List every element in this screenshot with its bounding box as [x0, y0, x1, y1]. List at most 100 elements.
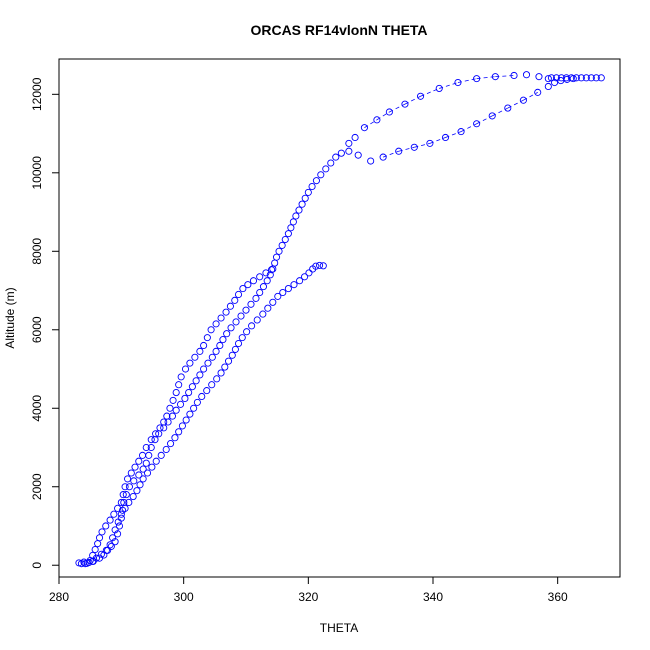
data-point: [304, 188, 312, 196]
data-point: [354, 151, 362, 159]
data-point: [379, 153, 387, 161]
data-point: [592, 74, 600, 82]
series-connector: [429, 137, 446, 144]
data-point: [296, 277, 304, 285]
data-point: [238, 334, 246, 342]
data-point: [351, 133, 359, 142]
data-point: [139, 475, 147, 483]
data-point: [131, 463, 139, 471]
data-point: [305, 269, 313, 277]
data-point: [289, 218, 297, 226]
data-point: [562, 74, 570, 82]
data-point: [577, 74, 585, 82]
data-point: [117, 510, 125, 518]
data-point: [157, 451, 165, 459]
data-point: [385, 108, 393, 116]
data-point: [185, 389, 193, 397]
data-point: [107, 542, 115, 550]
data-point: [582, 74, 590, 82]
data-point: [473, 75, 481, 83]
data-point: [198, 392, 206, 401]
series-connector: [414, 142, 430, 148]
data-point: [219, 336, 227, 344]
data-point: [136, 481, 144, 489]
data-point: [164, 418, 172, 426]
data-point: [155, 430, 163, 438]
series-connector: [476, 115, 493, 125]
data-point: [416, 92, 425, 100]
data-point: [274, 292, 282, 300]
data-point: [308, 182, 316, 191]
data-point: [196, 371, 204, 379]
data-point: [181, 365, 190, 373]
data-point: [208, 353, 216, 361]
data-point: [322, 165, 330, 173]
y-tick-label: 12000: [30, 77, 44, 111]
data-point: [111, 526, 119, 534]
data-point: [312, 262, 320, 270]
data-point: [125, 483, 133, 491]
x-tick-label: 280: [49, 590, 69, 604]
data-point: [217, 314, 225, 322]
series-connector: [523, 92, 538, 101]
data-point: [249, 277, 258, 285]
data-point: [200, 365, 208, 373]
data-point: [111, 538, 119, 546]
data-point: [142, 443, 150, 452]
data-point: [223, 330, 231, 338]
data-point: [171, 434, 179, 442]
data-point: [271, 259, 279, 267]
data-point: [114, 518, 122, 526]
data-point: [148, 463, 156, 471]
data-point: [287, 224, 295, 232]
data-point: [177, 373, 185, 381]
data-point: [454, 78, 462, 87]
data-point: [227, 324, 235, 332]
data-point: [100, 551, 108, 559]
data-point: [203, 334, 211, 342]
data-point: [175, 428, 183, 436]
data-point: [190, 404, 198, 412]
data-point: [316, 261, 324, 269]
data-point: [587, 74, 595, 82]
data-point: [410, 143, 418, 151]
data-point: [295, 206, 303, 214]
data-point: [228, 351, 236, 359]
series-connector: [460, 123, 477, 132]
series-connector: [398, 146, 415, 152]
data-point: [135, 457, 143, 465]
data-point: [360, 124, 368, 132]
data-point: [135, 471, 143, 479]
data-point: [129, 493, 137, 501]
data-point: [204, 359, 212, 367]
data-point: [151, 436, 159, 444]
data-point: [186, 359, 194, 367]
data-point: [127, 469, 135, 477]
data-point: [312, 177, 320, 185]
data-point: [81, 560, 89, 568]
data-point: [252, 294, 260, 302]
data-point: [216, 341, 224, 350]
data-points: [75, 71, 605, 568]
data-point: [234, 290, 243, 299]
data-point: [284, 230, 292, 238]
data-point: [264, 304, 272, 312]
data-point: [119, 491, 127, 499]
data-point: [567, 74, 575, 82]
y-axis-label: Altitude (m): [3, 287, 17, 348]
data-point: [175, 381, 183, 389]
data-point: [122, 491, 130, 499]
data-point: [262, 269, 270, 277]
series-connector: [492, 107, 508, 117]
data-point: [281, 235, 289, 244]
data-point: [253, 316, 261, 324]
data-point: [279, 288, 287, 297]
data-point: [139, 465, 147, 473]
data-point: [544, 75, 552, 83]
data-point: [213, 375, 221, 383]
data-point: [535, 73, 543, 81]
data-point: [102, 522, 110, 530]
data-point: [345, 147, 353, 155]
data-point: [192, 377, 200, 385]
